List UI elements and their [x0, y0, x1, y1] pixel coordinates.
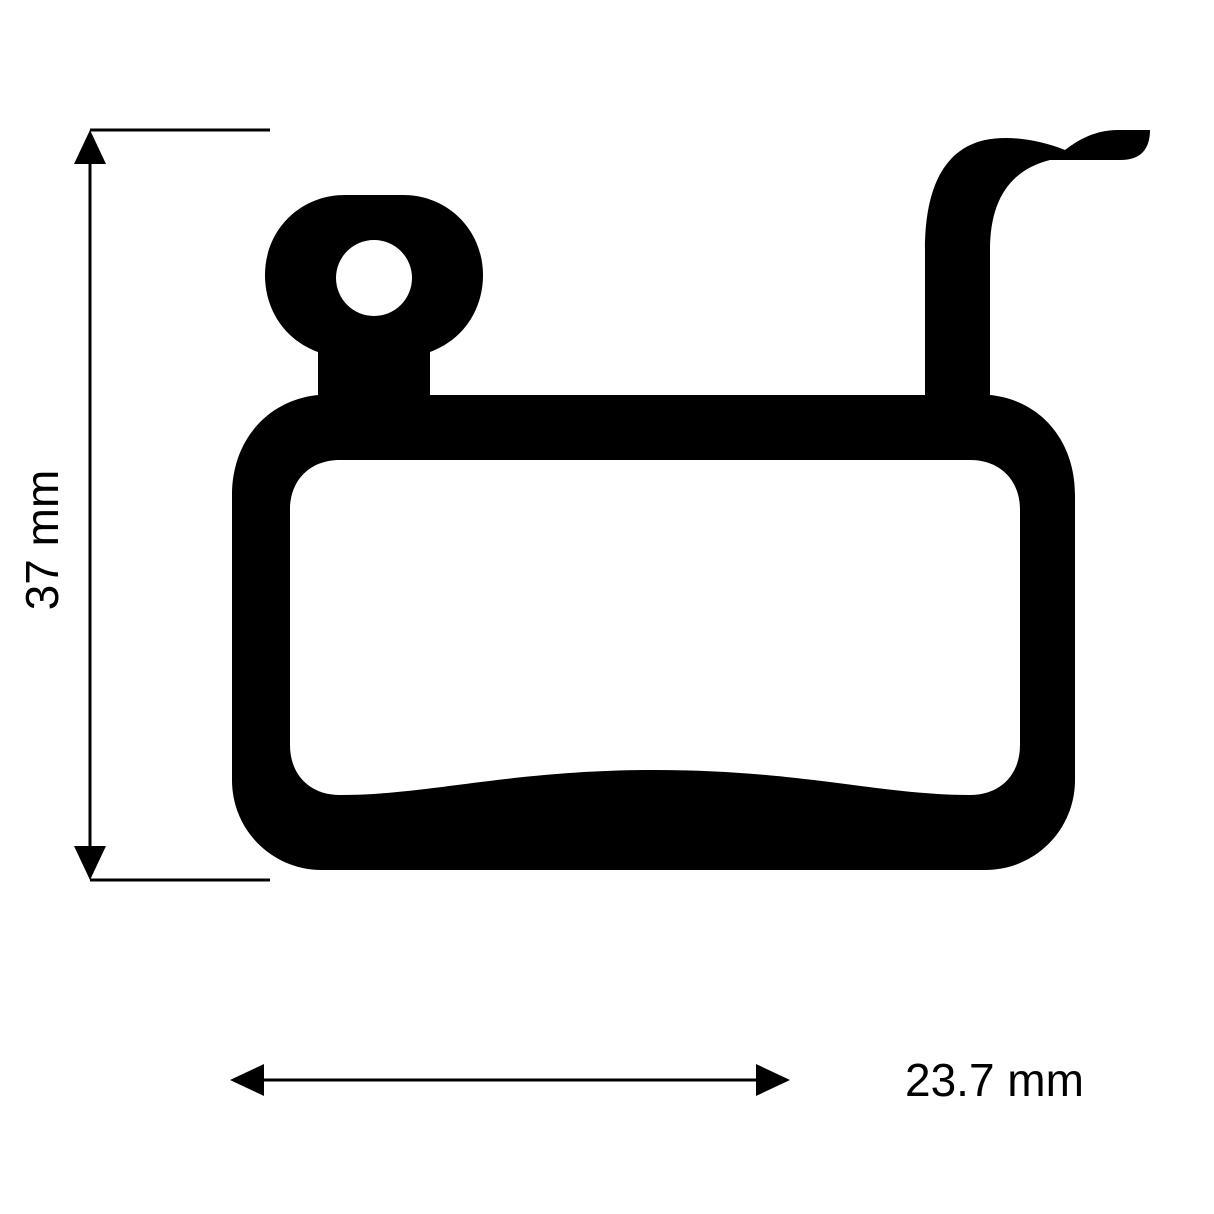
dimension-diagram: 37 mm 23.7 mm: [0, 0, 1214, 1214]
horizontal-dimension-label: 23.7 mm: [905, 1054, 1084, 1106]
vertical-dimension-label: 37 mm: [16, 470, 68, 611]
horizontal-dimension: [230, 1064, 790, 1096]
brake-pad-shape: [232, 130, 1150, 870]
